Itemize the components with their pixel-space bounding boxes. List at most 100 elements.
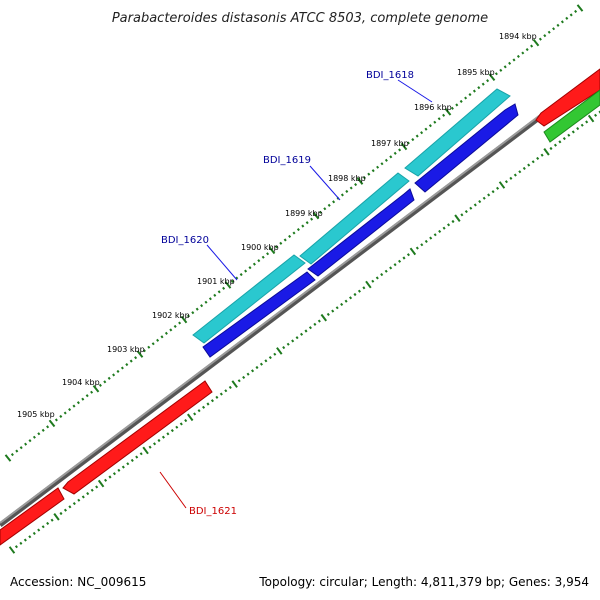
scale-tick-major (142, 446, 149, 455)
scale-ticks-upper (4, 4, 584, 462)
scale-tick-minor (239, 273, 243, 277)
scale-tick-minor (242, 375, 246, 380)
scale-tick-minor (125, 363, 129, 367)
scale-tick-minor (486, 79, 490, 83)
scale-tick-minor (295, 336, 299, 340)
scale-label: 1900 kbp (241, 243, 279, 252)
scale-tick-minor (464, 209, 468, 214)
gene-bdi-1620[interactable] (202, 271, 316, 358)
scale-tick-minor (286, 342, 290, 346)
scale-tick-minor (562, 136, 566, 141)
scale-tick-minor (296, 228, 300, 232)
scale-tick-minor (112, 472, 116, 476)
scale-tick-minor (23, 538, 27, 542)
scale-tick-minor (499, 68, 503, 72)
scale-tick-major (187, 413, 194, 422)
scale-tick-minor (68, 505, 72, 509)
scale-tick-minor (362, 286, 366, 290)
scale-tick-minor (538, 37, 542, 41)
scale-label: 1895 kbp (457, 68, 495, 77)
genome-backbone-highlight (0, 69, 600, 524)
gene-label-bdi-1620[interactable]: BDI_1620 (161, 235, 209, 246)
scale-tick-minor (472, 89, 476, 93)
scale-tick-minor (68, 408, 72, 412)
scale-tick-minor (195, 307, 199, 311)
scale-tick-minor (164, 331, 168, 335)
scale-tick-minor (406, 141, 410, 145)
cds-bdi-1618[interactable] (404, 88, 511, 177)
scale-tick-minor (19, 446, 23, 450)
scale-tick-minor (14, 545, 18, 549)
scale-tick-major (136, 350, 144, 358)
scale-tick-minor (86, 492, 90, 496)
gene-reverse-left[interactable] (0, 487, 65, 546)
scale-tick-minor (279, 241, 283, 245)
scale-tick-minor (327, 203, 331, 207)
scale-tick-minor (252, 262, 256, 266)
gene-reverse-right[interactable] (535, 68, 600, 127)
scale-tick-minor (389, 155, 393, 159)
scale-tick-minor (219, 392, 223, 396)
scale-tick-minor (376, 165, 380, 169)
scale-tick-minor (213, 293, 217, 297)
scale-tick-minor (398, 259, 402, 263)
scale-tick-minor (525, 48, 529, 52)
scale-tick-major (532, 38, 540, 47)
scale-tick-minor (19, 541, 23, 545)
scale-tick-minor (222, 286, 226, 290)
scale-tick-minor (437, 117, 441, 121)
cds-bdi-1620[interactable] (192, 254, 306, 344)
gene-bdi-1619[interactable] (307, 188, 415, 277)
scale-tick-minor (300, 332, 304, 336)
scale-tick-minor (175, 425, 179, 429)
scale-tick-minor (208, 297, 212, 301)
scale-tick-minor (46, 521, 50, 526)
scale-tick-minor (353, 292, 357, 297)
cds-bdi-1619[interactable] (299, 172, 410, 265)
scale-tick-minor (228, 385, 232, 389)
scale-tick-major (400, 142, 408, 151)
rna-feature-right[interactable] (543, 89, 600, 143)
scale-tick-minor (235, 276, 239, 280)
scale-tick-minor (147, 345, 151, 349)
scale-tick-minor (148, 445, 152, 449)
scale-tick-minor (482, 196, 486, 200)
scale-tick-minor (556, 23, 560, 27)
gene-labels: BDI_1618 BDI_1619 BDI_1620 BDI_1621 (159, 70, 433, 517)
scale-tick-minor (210, 399, 214, 403)
scale-tick-minor (46, 425, 50, 429)
scale-tick-minor (389, 266, 393, 270)
gene-label-bdi-1619[interactable]: BDI_1619 (263, 155, 311, 166)
scale-tick-minor (349, 186, 353, 190)
scale-tick-minor (156, 338, 160, 342)
scale-tick-minor (112, 373, 116, 377)
scale-tick-minor (157, 438, 161, 443)
scale-tick-minor (305, 221, 309, 225)
gene-bdi-1618[interactable] (414, 103, 519, 193)
scale-tick-minor (288, 234, 292, 238)
scale-tick-minor (496, 186, 500, 190)
scale-tick-minor (553, 143, 557, 147)
scale-tick-minor (406, 253, 410, 257)
scale-tick-minor (340, 193, 344, 197)
scale-tick-minor (134, 356, 138, 360)
scale-tick-minor (331, 309, 335, 313)
scale-tick-minor (50, 518, 54, 522)
scale-tick-minor (420, 243, 424, 247)
gene-bdi-1621[interactable] (62, 380, 213, 495)
scale-tick-minor (393, 151, 397, 155)
scale-tick-minor (569, 13, 573, 17)
scale-tick-minor (518, 170, 522, 174)
scale-tick-minor (246, 372, 250, 376)
scale-tick-minor (508, 61, 512, 65)
summary-text: Topology: circular; Length: 4,811,379 bp… (258, 575, 589, 589)
scale-tick-minor (313, 322, 317, 326)
scale-tick-minor (129, 359, 133, 363)
gene-label-bdi-1618[interactable]: BDI_1618 (366, 70, 414, 81)
gene-label-bdi-1621[interactable]: BDI_1621 (189, 506, 237, 517)
scale-tick-minor (536, 156, 540, 161)
scale-label: 1901 kbp (197, 277, 235, 286)
scale-tick-minor (283, 238, 287, 242)
scale-tick-minor (292, 231, 296, 235)
